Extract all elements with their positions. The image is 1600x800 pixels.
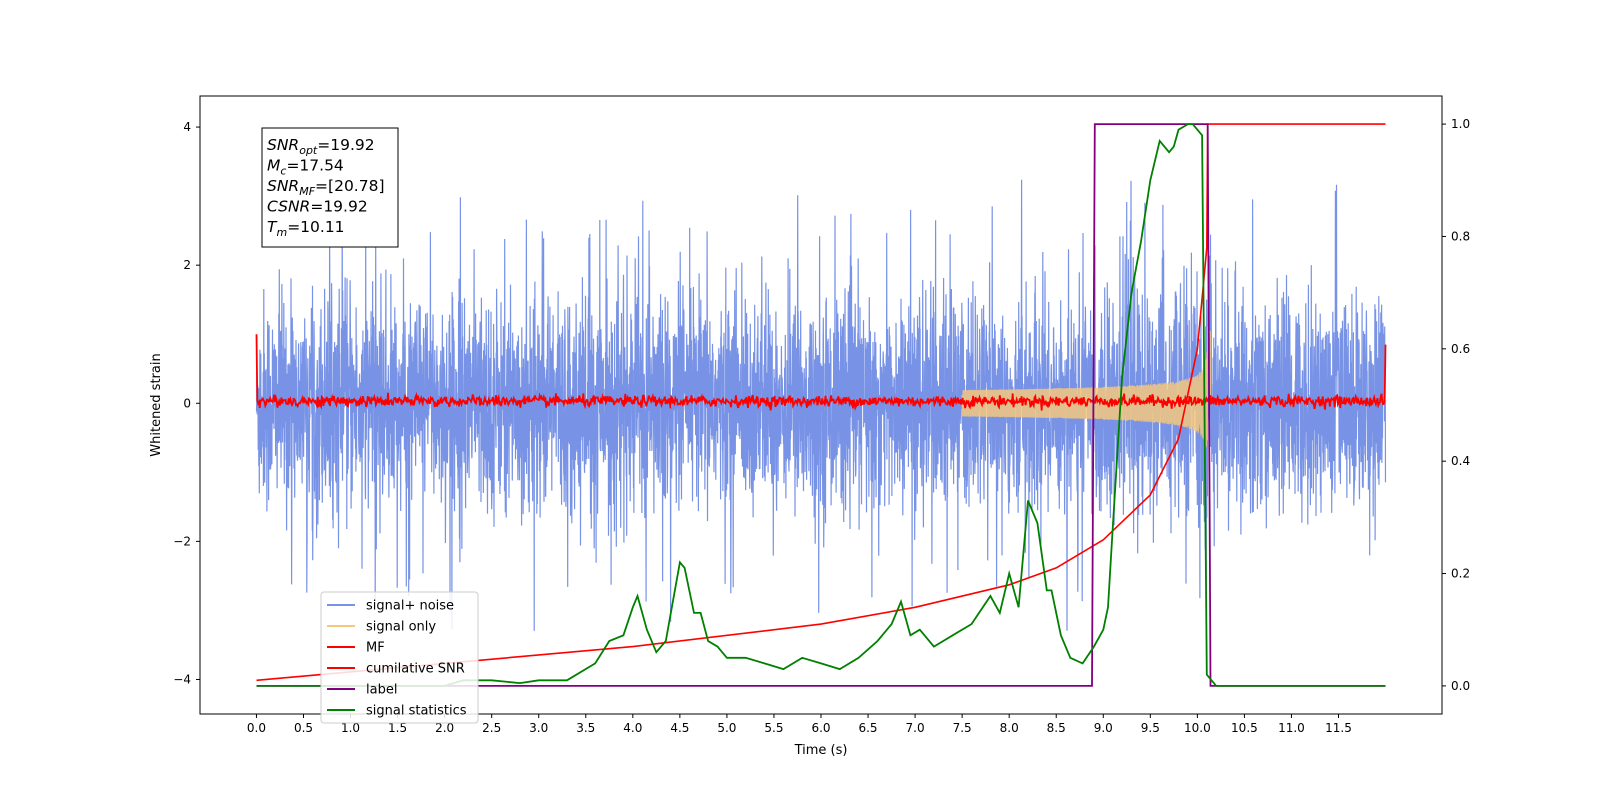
signal-statistics-line xyxy=(256,123,1386,687)
annotation-line: SNRopt=19.92 xyxy=(267,136,375,157)
annotation-line: Tm=10.11 xyxy=(267,218,345,239)
annotation-line: CSNR=19.92 xyxy=(267,198,368,216)
x-tick-label: 1.5 xyxy=(388,721,407,735)
x-tick-label: 4.0 xyxy=(623,721,642,735)
annotation-symbol: CSNR xyxy=(267,198,310,216)
y-tick-label: 4 xyxy=(183,120,191,134)
y2-tick-label: 0.4 xyxy=(1451,454,1470,468)
legend-label: MF xyxy=(366,641,385,656)
legend-label: signal only xyxy=(366,620,436,635)
x-tick-label: 8.5 xyxy=(1047,721,1066,735)
annotation-subscript: MF xyxy=(299,185,315,198)
x-tick-label: 3.5 xyxy=(576,721,595,735)
y2-tick-label: 0.8 xyxy=(1451,229,1470,243)
annotation-symbol: SNR xyxy=(267,136,299,154)
annotation-line: SNRMF=[20.78] xyxy=(267,177,385,198)
annotation-symbol: T xyxy=(267,218,278,236)
x-tick-label: 7.5 xyxy=(953,721,972,735)
annotation-value: =17.54 xyxy=(286,157,343,175)
y-axis-label: Whitened strain xyxy=(149,353,164,456)
signal-only-line xyxy=(961,326,1213,448)
x-tick-label: 11.0 xyxy=(1278,721,1305,735)
y2-tick-label: 0.6 xyxy=(1451,342,1470,356)
x-tick-label: 0.0 xyxy=(247,721,266,735)
stats-annotation-box: SNRopt=19.92Mc=17.54SNRMF=[20.78]CSNR=19… xyxy=(261,127,399,248)
annotation-subscript: opt xyxy=(299,144,318,157)
x-tick-label: 9.5 xyxy=(1141,721,1160,735)
legend-label: signal+ noise xyxy=(366,599,454,614)
annotation-symbol: M xyxy=(267,157,280,175)
annotation-value: =19.92 xyxy=(310,198,367,216)
annotation-symbol: SNR xyxy=(267,177,299,195)
x-tick-label: 5.5 xyxy=(764,721,783,735)
x-tick-label: 0.5 xyxy=(294,721,313,735)
legend-frame xyxy=(320,591,479,724)
x-tick-label: 4.5 xyxy=(670,721,689,735)
annotation-value: =[20.78] xyxy=(315,177,384,195)
x-tick-label: 9.0 xyxy=(1094,721,1113,735)
annotation-line: Mc=17.54 xyxy=(267,157,344,178)
x-tick-label: 1.0 xyxy=(341,721,360,735)
annotation-frame xyxy=(261,127,399,248)
x-tick-label: 10.0 xyxy=(1184,721,1211,735)
signal-noise-line xyxy=(255,177,1387,631)
mf-line xyxy=(255,334,1387,411)
legend-label: signal statistics xyxy=(366,704,467,719)
annotation-subscript: m xyxy=(276,226,287,239)
y-tick-label: −4 xyxy=(173,672,191,686)
y2-tick-label: 0.0 xyxy=(1451,679,1470,693)
x-tick-label: 7.0 xyxy=(906,721,925,735)
y-tick-label: 2 xyxy=(183,258,191,272)
x-tick-label: 6.0 xyxy=(811,721,830,735)
x-tick-label: 11.5 xyxy=(1325,721,1352,735)
x-tick-label: 3.0 xyxy=(529,721,548,735)
x-axis-label: Time (s) xyxy=(794,743,848,758)
series-layer xyxy=(255,123,1387,687)
annotation-value: =10.11 xyxy=(287,218,344,236)
legend-label: cumilative SNR xyxy=(366,662,465,677)
y-tick-label: 0 xyxy=(183,396,191,410)
legend-label: label xyxy=(366,683,397,698)
y2-tick-label: 0.2 xyxy=(1451,567,1470,581)
x-tick-label: 2.5 xyxy=(482,721,501,735)
x-axis: 0.0 0.5 1.0 1.5 2.0 2.5 3.0 3.5 4.0 4.5 5.0 5.5 6.0 6… xyxy=(247,714,1352,735)
x-tick-label: 10.5 xyxy=(1231,721,1258,735)
annotation-subscript: c xyxy=(280,165,286,178)
y2-axis: 0.0 0.2 0.4 0.6 0.8 1.0 xyxy=(1442,117,1470,693)
legend: signal+ noise signal only MF cumilative SNR… xyxy=(320,591,479,724)
x-tick-label: 8.0 xyxy=(1000,721,1019,735)
x-tick-label: 5.0 xyxy=(717,721,736,735)
y2-tick-label: 1.0 xyxy=(1451,117,1470,131)
x-tick-label: 6.5 xyxy=(858,721,877,735)
annotation-value: =19.92 xyxy=(317,136,374,154)
x-tick-label: 2.0 xyxy=(435,721,454,735)
y-tick-label: −2 xyxy=(173,534,191,548)
y-axis: −4 −2 0 2 4 xyxy=(173,120,200,686)
